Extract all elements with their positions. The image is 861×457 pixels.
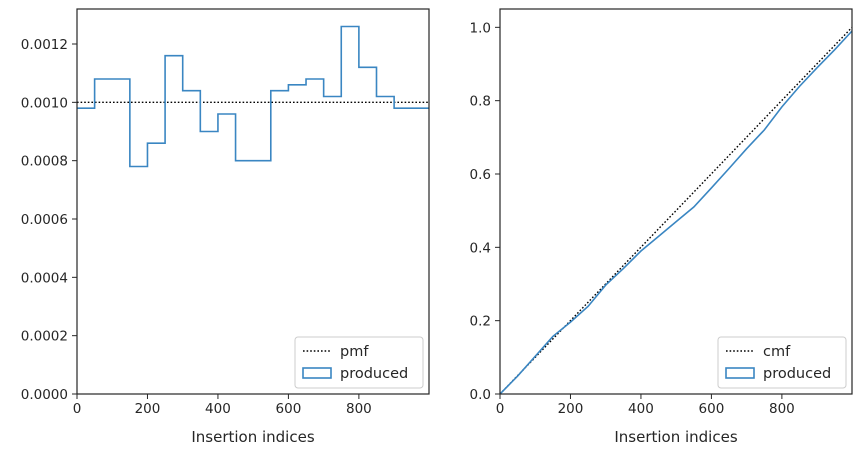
panel1-ytick-label: 0.0004 bbox=[21, 270, 68, 286]
panel1-xtick-label: 600 bbox=[276, 401, 302, 417]
panel2-ytick-label: 0.6 bbox=[470, 167, 491, 183]
panel1-xtick-label: 800 bbox=[346, 401, 372, 417]
panel2-ytick-label: 0.8 bbox=[470, 94, 491, 110]
panel2-legend-label-produced: produced bbox=[763, 366, 831, 382]
panel1-ytick-label: 0.0010 bbox=[21, 95, 68, 111]
panel2-ytick-label: 0.0 bbox=[470, 387, 491, 403]
panel2-legend-box bbox=[717, 336, 847, 389]
panel2-xtick-label: 0 bbox=[496, 401, 505, 417]
panel2-axes-frame bbox=[499, 8, 853, 395]
panel2-series-produced-line bbox=[499, 30, 853, 395]
panel1-xlabel: Insertion indices bbox=[191, 428, 314, 446]
panel1-series-produced-line bbox=[77, 25, 429, 168]
panel1-xtick-label: 0 bbox=[73, 401, 82, 417]
panel2-xtick-label: 600 bbox=[699, 401, 725, 417]
panel2-xtick-label: 800 bbox=[769, 401, 795, 417]
panel1-ytick-label: 0.0012 bbox=[21, 37, 68, 53]
panel2-group: 0 200 400 600 800 0.0 0.2 0.4 0.6 0.8 1.0 Insertion… bbox=[470, 8, 853, 446]
panel2-xtick-label: 400 bbox=[628, 401, 654, 417]
panel1-xtick-label: 400 bbox=[205, 401, 231, 417]
panel1-ytick-label: 0.0002 bbox=[21, 329, 68, 345]
panel1-xtick-label: 200 bbox=[135, 401, 161, 417]
panel1-legend-box bbox=[294, 336, 424, 389]
panel1-ytick-label: 0.0008 bbox=[21, 154, 68, 170]
panel2-legend-label-cmf: cmf bbox=[763, 344, 791, 360]
panel1-axes-frame bbox=[76, 8, 430, 395]
panel2-xlabel: Insertion indices bbox=[614, 428, 737, 446]
panel2-xtick-label: 200 bbox=[558, 401, 584, 417]
panel2-ytick-label: 0.2 bbox=[470, 314, 491, 330]
panel2-ytick-label: 0.4 bbox=[470, 240, 491, 256]
panel1-ytick-label: 0.0000 bbox=[21, 387, 68, 403]
panel2-ytick-label: 1.0 bbox=[470, 20, 491, 36]
panel1-legend-label-pmf: pmf bbox=[340, 344, 369, 360]
panel1-legend-swatch-produced bbox=[302, 367, 332, 379]
panel1-group: 0 200 400 600 800 0.0000 0.0002 0.0004 0.0006 0.0… bbox=[21, 8, 430, 446]
panel1-legend-label-produced: produced bbox=[340, 366, 408, 382]
panel2-legend-swatch-produced bbox=[725, 367, 755, 379]
panel1-ytick-label: 0.0006 bbox=[21, 212, 68, 228]
